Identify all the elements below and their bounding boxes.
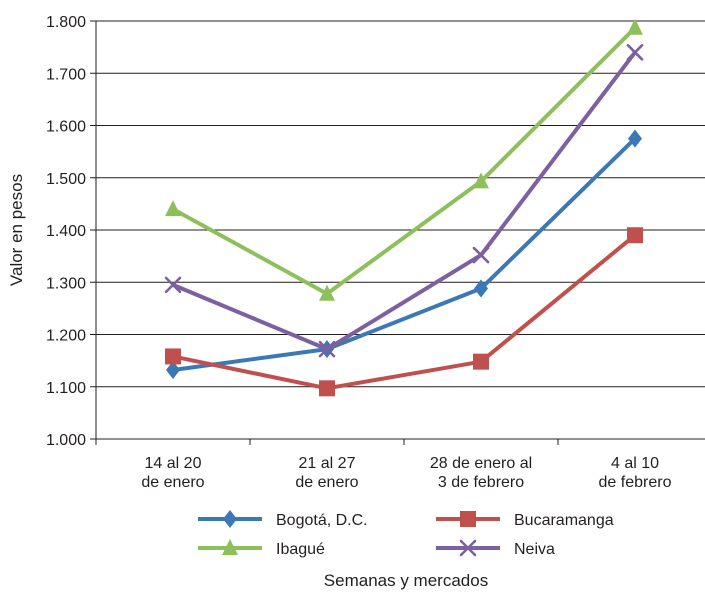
y-tick-label: 1.500 bbox=[46, 171, 86, 188]
legend-label: Ibagué bbox=[276, 541, 325, 558]
grid-lines bbox=[96, 20, 705, 388]
series-bucaramanga bbox=[165, 227, 643, 397]
legend-label: Bogotá, D.C. bbox=[276, 512, 368, 529]
x-marker bbox=[472, 246, 490, 264]
x-tick-label: 14 al 20 bbox=[145, 455, 202, 472]
y-axis-ticks: 1.000 1.100 1.200 1.300 1.400 1.500 1.600 1.700… bbox=[46, 14, 96, 449]
legend-item: Bogotá, D.C. bbox=[198, 510, 368, 529]
square-marker bbox=[460, 511, 476, 527]
y-tick-label: 1.000 bbox=[46, 432, 86, 449]
series-line bbox=[172, 26, 637, 296]
y-tick-label: 1.300 bbox=[46, 275, 86, 292]
legend-item: Bucaramanga bbox=[436, 511, 614, 529]
x-marker bbox=[318, 340, 336, 358]
square-marker bbox=[319, 380, 335, 397]
series-ibagu bbox=[165, 18, 643, 301]
series-lines bbox=[164, 18, 644, 397]
triangle-marker bbox=[222, 539, 238, 555]
diamond-marker bbox=[223, 510, 237, 528]
y-tick-label: 1.400 bbox=[46, 223, 86, 240]
x-tick-label: 28 de enero al bbox=[430, 455, 532, 472]
diamond-marker bbox=[166, 361, 180, 380]
y-tick-label: 1.600 bbox=[46, 119, 86, 136]
square-marker bbox=[165, 348, 181, 365]
square-marker bbox=[627, 227, 643, 244]
x-marker bbox=[459, 539, 477, 557]
x-tick-label: de enero bbox=[295, 474, 358, 491]
legend-item: Neiva bbox=[436, 539, 555, 558]
triangle-marker bbox=[627, 18, 643, 35]
triangle-marker bbox=[319, 284, 335, 301]
legend: Bogotá, D.C. Bucaramanga Ibagué Neiva bbox=[198, 510, 614, 558]
diamond-marker bbox=[628, 129, 642, 148]
series-line bbox=[172, 233, 637, 391]
series-neiva bbox=[164, 44, 644, 358]
series-bogot-d-c bbox=[166, 129, 642, 380]
triangle-marker bbox=[473, 172, 489, 189]
x-tick-label: 3 de febrero bbox=[438, 474, 524, 491]
x-tick-label: de febrero bbox=[599, 474, 672, 491]
square-marker bbox=[473, 353, 489, 370]
y-tick-label: 1.100 bbox=[46, 380, 86, 397]
x-tick-label: 4 al 10 bbox=[611, 455, 659, 472]
x-axis-ticks: 14 al 20 de enero 21 al 27 de enero 28 de en… bbox=[95, 439, 672, 491]
x-tick-label: de enero bbox=[141, 474, 204, 491]
legend-label: Bucaramanga bbox=[514, 512, 614, 529]
y-tick-label: 1.200 bbox=[46, 328, 86, 345]
y-tick-label: 1.800 bbox=[46, 14, 86, 31]
triangle-marker bbox=[165, 200, 181, 217]
y-tick-label: 1.700 bbox=[46, 66, 86, 83]
x-marker bbox=[164, 276, 182, 294]
x-axis-label: Semanas y mercados bbox=[324, 571, 488, 590]
diamond-marker bbox=[474, 279, 488, 298]
legend-label: Neiva bbox=[514, 541, 555, 558]
series-line bbox=[172, 137, 637, 373]
x-tick-label: 21 al 27 bbox=[299, 455, 356, 472]
series-line bbox=[172, 51, 637, 352]
legend-item: Ibagué bbox=[198, 539, 325, 558]
y-axis-label: Valor en pesos bbox=[7, 174, 26, 286]
x-marker bbox=[626, 44, 644, 61]
